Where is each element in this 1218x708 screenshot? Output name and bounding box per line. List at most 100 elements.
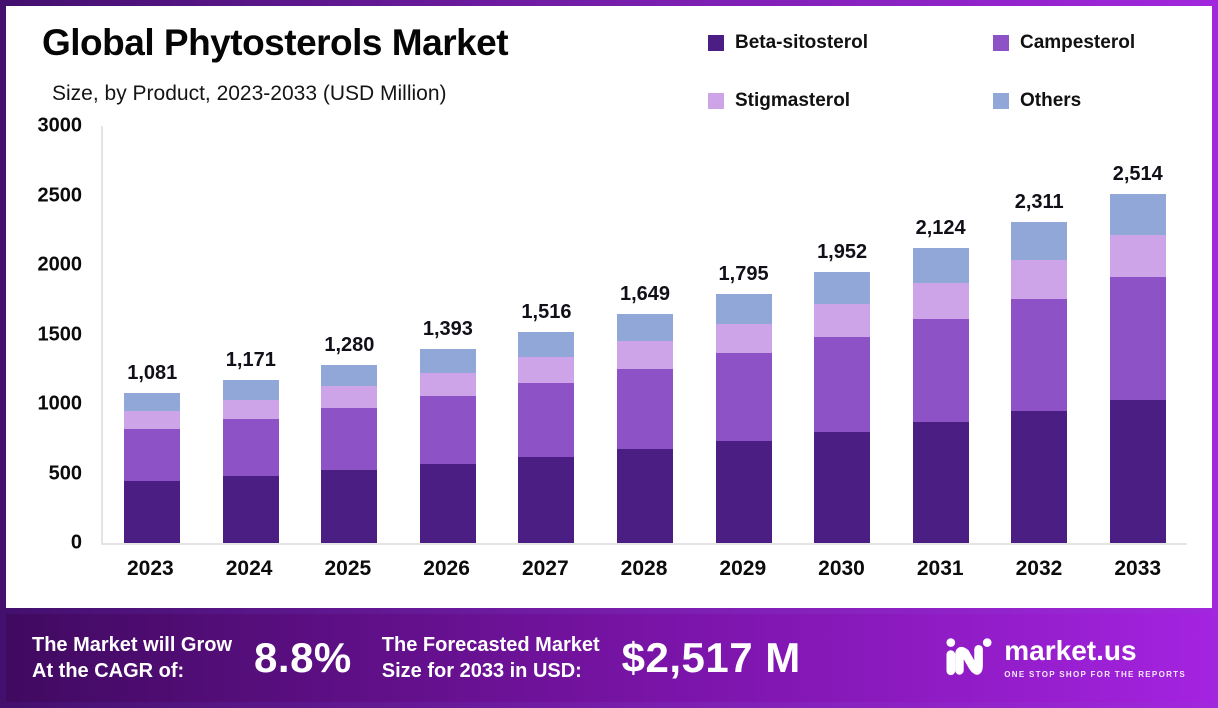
plot: 1,081 1,171 1,280 1,393 1,516 1,649 1,795 1,952… [101,126,1187,545]
market-us-logo-icon [946,635,992,682]
bar-total-label: 1,952 [817,240,868,263]
bar-segment-campesterol [912,318,969,422]
legend-swatch-icon [708,35,724,51]
bar-segment-beta-sitosterol [124,481,181,543]
legend-item-beta-sitosterol: Beta-sitosterol [708,32,993,54]
bar-segment-beta-sitosterol [419,463,476,543]
y-tick-label: 1000 [37,392,83,415]
bar-total-label: 2,124 [915,216,966,239]
legend-swatch-icon [993,35,1009,51]
bar-total-label: 1,171 [225,349,276,372]
bar-segment-campesterol [419,395,476,464]
footer-banner: The Market will Grow At the CAGR of: 8.8… [6,614,1212,702]
x-tick-label: 2028 [620,557,668,580]
y-tick-label: 1500 [37,323,83,345]
brand-tagline: ONE STOP SHOP FOR THE REPORTS [1004,670,1186,679]
chart-canvas: Global Phytosterols Market Size, by Prod… [6,6,1212,608]
bar-segment-beta-sitosterol [222,476,279,543]
bar-segment-others [617,313,673,342]
legend-label: Stigmasterol [735,90,851,111]
forecast-label-line2: Size for 2033 in USD: [381,660,582,682]
legend-swatch-icon [708,93,724,109]
bar-segment-stigmasterol [222,399,279,420]
bar-segment-beta-sitosterol [814,431,871,543]
legend-item-campesterol: Campesterol [993,32,1178,54]
y-tick-label: 3000 [37,114,83,137]
bar-segment-beta-sitosterol [321,470,378,543]
cagr-value: 8.8% [254,634,352,681]
market-us-logo: market.us ONE STOP SHOP FOR THE REPORTS [946,635,1186,682]
bar-total-label: 1,649 [619,282,671,305]
cagr-label: The Market will Grow At the CAGR of: [32,632,232,684]
forecast-label: The Forecasted Market Size for 2033 in U… [382,632,600,684]
bar-segment-others [814,271,871,305]
bar-segment-campesterol [814,336,871,432]
x-tick-label: 2032 [1015,557,1063,580]
bar-column-2027: 1,516 [497,126,596,543]
bar-total-label: 1,516 [521,301,572,324]
cagr-label-line1: The Market will Grow [32,634,233,656]
chart-title: Global Phytosterols Market [42,22,509,63]
legend-label: Others [1020,90,1082,111]
bar-segment-others [124,392,181,411]
forecast-value: $2,517 M [621,634,801,681]
bar-segment-campesterol [518,382,575,457]
x-tick-label: 2029 [719,557,767,580]
chart-subtitle: Size, by Product, 2023-2033 (USD Million… [52,82,447,105]
brand-name: market.us [1004,635,1137,666]
y-tick-label: 2000 [37,253,83,276]
x-tick-label: 2026 [423,557,470,580]
bar-segment-campesterol [1011,298,1068,412]
cagr-label-line2: At the CAGR of: [32,660,185,682]
bar-segment-others [518,332,575,358]
x-tick-label: 2025 [324,557,372,580]
bar-segment-beta-sitosterol [912,421,969,543]
bar-segment-campesterol [715,353,772,441]
bar-segment-beta-sitosterol [1011,411,1068,543]
bar-segment-others [1109,193,1166,236]
bar-column-2028: 1,649 [596,126,695,543]
bar-segment-others [912,247,969,284]
bar-segment-campesterol [124,428,181,482]
bar-segment-others [715,293,772,324]
y-axis: 0 500 1000 1500 2000 2500 3000 [6,115,88,554]
bar-segment-stigmasterol [814,304,871,337]
forecast-label-line1: The Forecasted Market [381,634,600,656]
bar-column-2032: 2,311 [990,126,1089,543]
bar-segment-others [419,349,476,373]
bar-total-label: 2,311 [1014,190,1064,213]
bar-column-2031: 2,124 [891,126,990,543]
x-tick-label: 2033 [1114,557,1162,580]
legend-label: Beta-sitosterol [735,32,869,53]
legend-item-others: Others [993,90,1178,112]
x-tick-label: 2023 [127,557,174,580]
x-tick-label: 2030 [818,557,865,580]
legend: Beta-sitosterol Campesterol Stigmasterol Ot… [708,32,1178,112]
bar-column-2025: 1,280 [300,126,399,543]
bar-segment-stigmasterol [518,357,575,383]
bar-segment-stigmasterol [715,323,772,354]
bar-segment-campesterol [222,419,279,477]
bar-segment-stigmasterol [617,341,673,369]
x-axis-labels: 2023 2024 2025 2026 2027 2028 2029 2030 2031 2032… [101,557,1187,581]
bar-segment-beta-sitosterol [518,456,575,543]
bar-segment-others [1011,221,1068,261]
bar-total-label: 2,514 [1112,162,1163,185]
bar-column-2033: 2,514 [1088,126,1187,543]
bar-segment-campesterol [321,407,378,471]
bar-segment-others [222,380,279,400]
bar-column-2030: 1,952 [793,126,892,543]
bar-segment-beta-sitosterol [617,449,673,543]
y-tick-label: 500 [48,462,82,485]
legend-label: Campesterol [1020,32,1136,53]
bar-total-label: 1,081 [127,361,178,384]
bar-segment-stigmasterol [1011,260,1068,299]
bar-segment-stigmasterol [124,410,181,429]
y-tick-label: 2500 [37,184,83,206]
bar-column-2026: 1,393 [399,126,498,543]
y-tick-label: 0 [70,531,82,554]
legend-item-stigmasterol: Stigmasterol [708,90,993,112]
bar-segment-stigmasterol [321,386,378,408]
bar-segment-stigmasterol [912,283,969,319]
